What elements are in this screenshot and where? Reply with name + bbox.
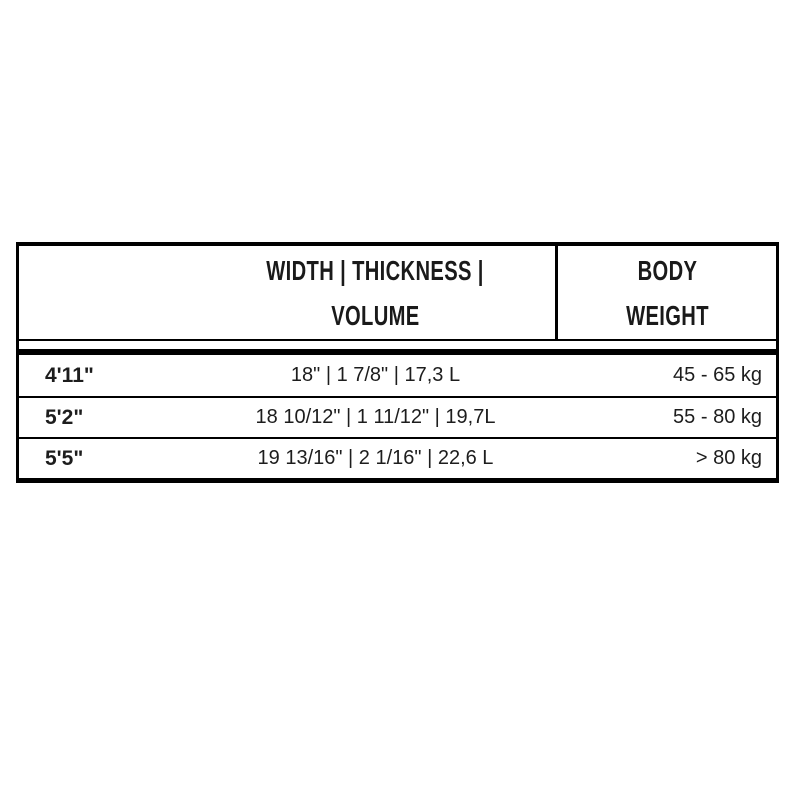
header-cell-body-weight: BODY WEIGHT [555,246,776,339]
header-weight-text-body: BODY [637,254,697,286]
table-header-row: WIDTH | THICKNESS | VOLUME BODY WEIGHT [19,246,776,341]
header-specs-line-1: WIDTH | THICKNESS | [224,248,526,293]
header-specs-text-width-thickness: WIDTH | THICKNESS | [266,254,485,286]
header-specs-line-2: VOLUME [314,293,437,338]
header-weight-line-1: BODY [626,248,709,293]
row-size-value: 5'2" [45,405,84,429]
row-size-value: 4'11" [45,363,94,387]
header-thick-rule [19,349,776,355]
size-chart-table: WIDTH | THICKNESS | VOLUME BODY WEIGHT 4… [16,242,779,483]
table-row: 5'5" 19 13/16" | 2 1/16" | 22,6 L > 80 k… [19,437,776,478]
row-size-value: 5'5" [45,446,84,470]
row-weight-value: 55 - 80 kg [673,406,762,428]
row-specs-value: 18" | 1 7/8" | 17,3 L [290,364,461,386]
row-specs-value: 19 13/16" | 2 1/16" | 22,6 L [257,447,494,469]
row-weight-value: 45 - 65 kg [673,364,762,386]
header-cell-size-empty [19,246,196,339]
row-specs-value: 18 10/12" | 1 11/12" | 19,7L [255,406,496,428]
row-weight-value: > 80 kg [695,447,762,469]
header-weight-line-2: WEIGHT [610,293,725,338]
header-specs-text-volume: VOLUME [331,299,420,331]
header-weight-text-weight: WEIGHT [625,299,709,331]
table-row: 5'2" 18 10/12" | 1 11/12" | 19,7L 55 - 8… [19,396,776,437]
table-row: 4'11" 18" | 1 7/8" | 17,3 L 45 - 65 kg [19,355,776,396]
header-cell-specs: WIDTH | THICKNESS | VOLUME [196,246,555,339]
header-gap-strip [19,341,776,349]
